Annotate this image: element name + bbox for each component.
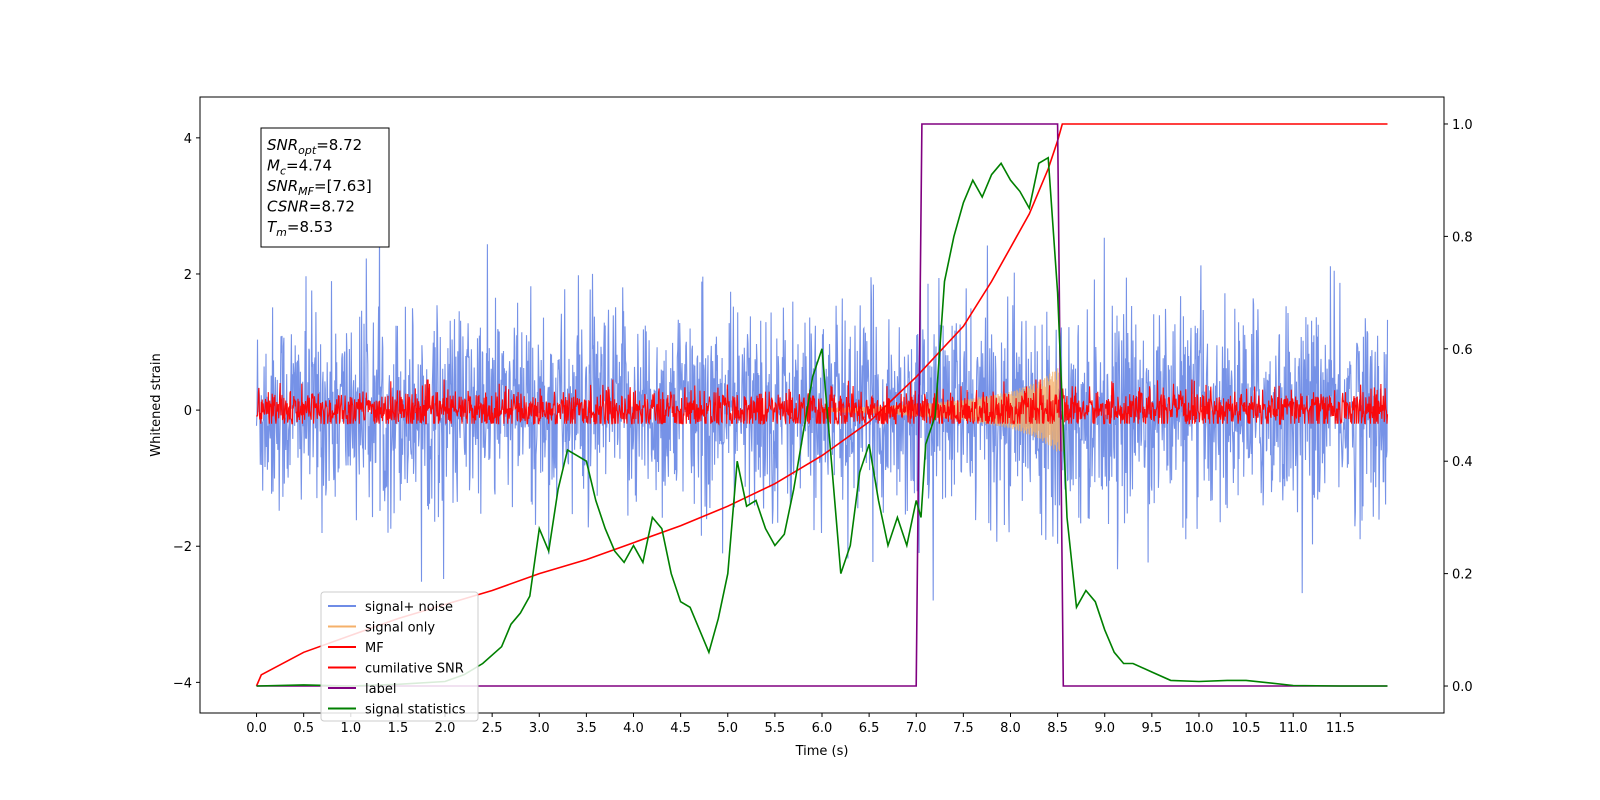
series-label-line [256,123,1388,687]
y-right-tick-label: 1.0 [1452,118,1473,133]
y-right-tick-label: 0.6 [1452,343,1473,358]
y-left-tick-label: 4 [184,132,192,147]
y-right-tick-label: 0.8 [1452,230,1473,245]
x-tick-label: 3.0 [529,721,550,736]
annotation-value: =8.72 [309,198,355,216]
x-tick-label: 6.5 [859,721,880,736]
y-axis-right: 0.0 0.2 0.4 0.6 0.8 1.0 [1444,118,1473,695]
y-left-tick-label: 0 [184,404,192,419]
x-tick-label: 11.0 [1279,721,1308,736]
x-tick-label: 9.0 [1094,721,1115,736]
x-tick-label: 0.0 [246,721,267,736]
legend-frame [320,591,479,722]
x-tick-label: 5.5 [765,721,786,736]
x-tick-label: 4.5 [670,721,691,736]
x-tick-label: 9.5 [1142,721,1163,736]
legend-label: signal statistics [365,703,466,718]
annotation-subscript: c [280,165,286,178]
annotation-line: SNRopt=8.72 [267,136,362,157]
legend-label: cumilative SNR [365,662,464,677]
x-axis: 0.0 0.5 1.0 1.5 2.0 2.5 3.0 3.5 4.0 4.5 5.0 5.5 6.0 6… [246,713,1355,736]
annotation-line: CSNR=8.72 [267,198,355,216]
y-left-tick-label: 2 [184,268,192,283]
y-right-tick-label: 0.4 [1452,455,1473,470]
x-tick-label: 2.0 [435,721,456,736]
x-tick-label: 1.0 [340,721,361,736]
annotation-line: Tm=8.53 [267,218,333,239]
annotation-subscript: MF [298,185,314,198]
annotation-symbol: SNR [267,177,298,195]
y-right-tick-label: 0.2 [1452,568,1473,583]
annotation-subscript: opt [298,144,317,157]
y-axis-left: −4 −2 0 2 4 [173,132,200,691]
legend-label: signal+ noise [365,600,453,615]
annotation-symbol: CSNR [267,198,309,216]
x-tick-label: 2.5 [482,721,503,736]
series-signal-noise-line [255,217,1389,601]
y-left-tick-label: −2 [173,540,192,555]
series-signal-statistics-line [256,156,1388,687]
annotation-frame [260,127,390,248]
annotation-value: =8.72 [316,136,362,154]
annotation-line: SNRMF=[7.63] [267,177,372,198]
x-axis-label: Time (s) [795,744,849,759]
annotation-value: =[7.63] [314,177,372,195]
annotation-symbol: SNR [267,136,298,154]
annotation-value: =4.74 [286,157,332,175]
legend-label: signal only [365,621,435,636]
series-mf-line [256,379,1389,426]
x-tick-label: 10.5 [1232,721,1261,736]
x-tick-label: 3.5 [576,721,597,736]
x-tick-label: 11.5 [1326,721,1355,736]
x-tick-label: 10.0 [1184,721,1213,736]
x-tick-label: 7.5 [953,721,974,736]
x-tick-label: 8.0 [1000,721,1021,736]
annotation-subscript: m [276,226,287,239]
x-tick-label: 6.0 [812,721,833,736]
annotation-line: Mc=4.74 [267,157,332,178]
x-tick-label: 1.5 [388,721,409,736]
annotation-value: =8.53 [287,218,333,236]
y-left-tick-label: −4 [173,676,192,691]
stats-annotation: SNRopt=8.72Mc=4.74SNRMF=[7.63]CSNR=8.72T… [260,127,390,248]
x-tick-label: 5.0 [717,721,738,736]
annotation-symbol: T [267,218,278,236]
x-tick-label: 7.0 [906,721,927,736]
x-tick-label: 0.5 [293,721,314,736]
x-tick-label: 8.5 [1047,721,1068,736]
legend-label: label [365,682,396,697]
y-right-tick-label: 0.0 [1452,680,1473,695]
annotation-symbol: M [267,157,280,175]
x-tick-label: 4.0 [623,721,644,736]
legend: signal+ noise signal only MF cumilative SNR… [320,591,479,722]
y-axis-label: Whitened strain [149,353,164,456]
legend-label: MF [365,641,384,656]
